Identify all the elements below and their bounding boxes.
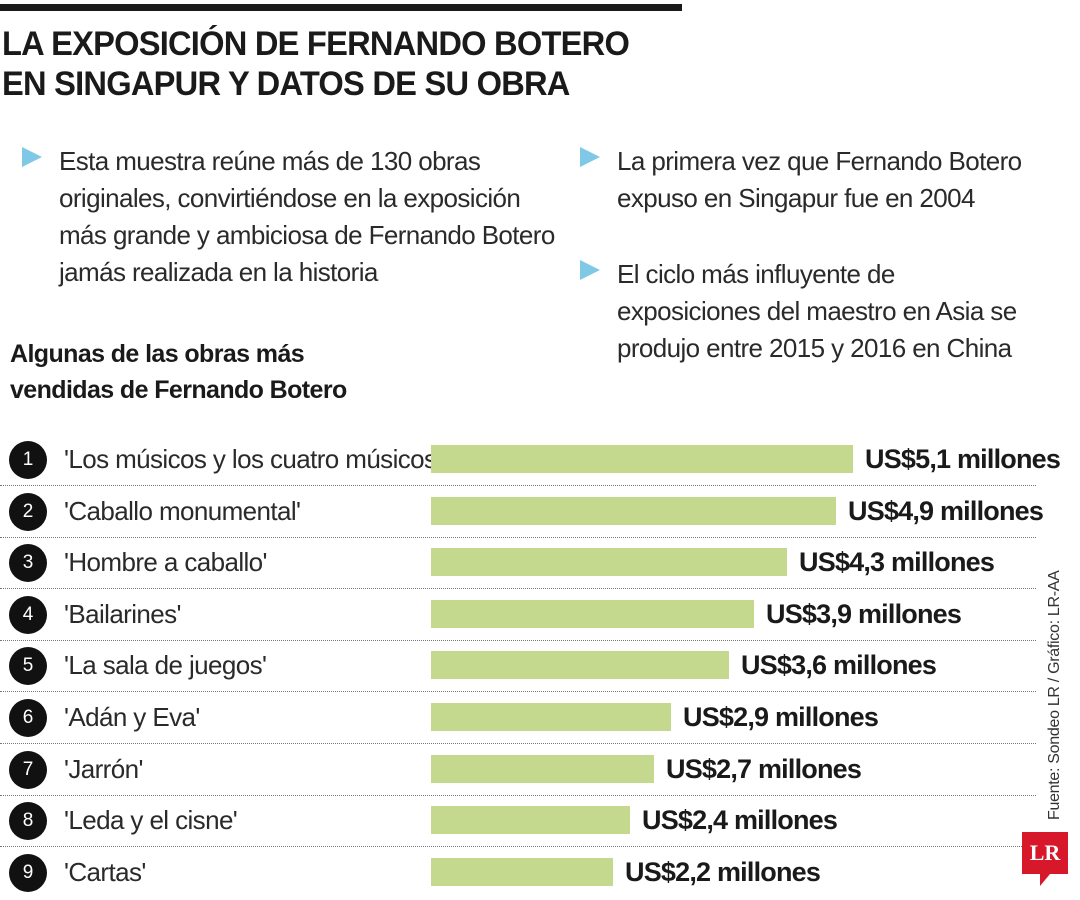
work-title: 'Bailarines' <box>64 598 182 629</box>
work-title: 'Leda y el cisne' <box>64 805 238 836</box>
work-title: 'Adán y Eva' <box>64 702 200 732</box>
triangle-bullet-icon <box>580 260 600 280</box>
lr-logo: LR <box>1022 832 1068 874</box>
row-separator <box>0 794 1036 796</box>
chart-row: 4 'Bailarines' US$3,9 millones <box>0 589 1060 641</box>
value-bar <box>431 445 853 473</box>
value-bar <box>431 857 613 886</box>
value-label: US$2,7 millones <box>666 753 862 784</box>
top-rule <box>0 4 682 11</box>
value-label: US$5,1 millones <box>865 444 1061 474</box>
value-bar <box>431 754 654 783</box>
row-separator <box>0 846 1036 848</box>
value-bar <box>431 703 671 731</box>
chart-row: 8 'Leda y el cisne' US$2,4 millones <box>0 795 1060 848</box>
triangle-bullet-icon <box>22 147 42 167</box>
rank-badge: 9 <box>9 853 47 892</box>
lr-logo-tail <box>1040 874 1050 886</box>
value-bar <box>431 599 754 628</box>
value-label: US$4,3 millones <box>799 547 995 578</box>
row-separator <box>0 485 1036 486</box>
work-title: 'Hombre a caballo' <box>64 547 268 578</box>
value-label: US$2,9 millones <box>683 702 879 732</box>
value-label: US$3,9 millones <box>766 598 962 629</box>
note-left: Esta muestra reúne más de 130 obras orig… <box>22 143 562 291</box>
work-title: 'La sala de juegos' <box>64 650 267 681</box>
value-bar <box>431 496 836 525</box>
work-title: 'Caballo monumental' <box>64 495 301 526</box>
note-right-1-text: La primera vez que Fernando Botero expus… <box>617 146 1022 213</box>
rank-badge: 2 <box>9 492 47 531</box>
work-title: 'Cartas' <box>64 856 146 887</box>
note-right-2: El ciclo más influyente de exposiciones … <box>580 256 1040 367</box>
work-title: 'Jarrón' <box>64 753 143 784</box>
chart-title: Algunas de las obras más vendidas de Fer… <box>10 340 347 404</box>
rank-badge: 6 <box>9 699 47 737</box>
chart-row: 2 'Caballo monumental' US$4,9 millones <box>0 486 1060 538</box>
source-note: Fuente: Sondeo LR / Gráfico: LR-AA <box>1046 570 1063 821</box>
work-title: 'Los músicos y los cuatro músicos' <box>64 444 441 474</box>
value-label: US$2,4 millones <box>642 805 838 836</box>
note-right-1: La primera vez que Fernando Botero expus… <box>580 143 1040 217</box>
row-separator <box>0 743 1036 744</box>
rank-badge: 7 <box>9 750 47 789</box>
triangle-bullet-icon <box>580 147 600 167</box>
rank-badge: 5 <box>9 647 47 686</box>
chart-row: 3 'Hombre a caballo' US$4,3 millones <box>0 537 1060 590</box>
note-right-2-text: El ciclo más influyente de exposiciones … <box>617 259 1017 363</box>
value-label: US$2,2 millones <box>625 856 821 887</box>
note-left-text: Esta muestra reúne más de 130 obras orig… <box>59 146 555 287</box>
row-separator <box>0 691 1036 693</box>
value-bar <box>431 806 630 835</box>
chart-row: 9 'Cartas' US$2,2 millones <box>0 847 1060 899</box>
rank-badge: 1 <box>9 441 47 479</box>
rank-badge: 3 <box>9 544 47 583</box>
rank-badge: 8 <box>9 802 47 841</box>
chart-row: 1 'Los músicos y los cuatro músicos' US$5,… <box>0 434 1061 486</box>
headline: LA EXPOSICIÓN DE FERNANDO BOTERO EN SING… <box>2 24 702 104</box>
chart-row: 7 'Jarrón' US$2,7 millones <box>0 744 1060 796</box>
row-separator <box>0 639 1036 641</box>
rank-badge: 4 <box>9 595 47 634</box>
value-label: US$3,6 millones <box>741 650 937 681</box>
value-bar <box>431 548 787 577</box>
headline-line-2: EN SINGAPUR Y DATOS DE SU OBRA <box>2 65 570 103</box>
chart-row: 5 'La sala de juegos' US$3,6 millones <box>0 640 1060 693</box>
value-bar <box>431 651 729 680</box>
row-separator <box>0 536 1036 538</box>
headline-line-1: LA EXPOSICIÓN DE FERNANDO BOTERO <box>2 25 630 63</box>
row-separator <box>0 588 1036 590</box>
chart-row: 6 'Adán y Eva' US$2,9 millones <box>0 692 1060 744</box>
value-label: US$4,9 millones <box>848 495 1044 526</box>
